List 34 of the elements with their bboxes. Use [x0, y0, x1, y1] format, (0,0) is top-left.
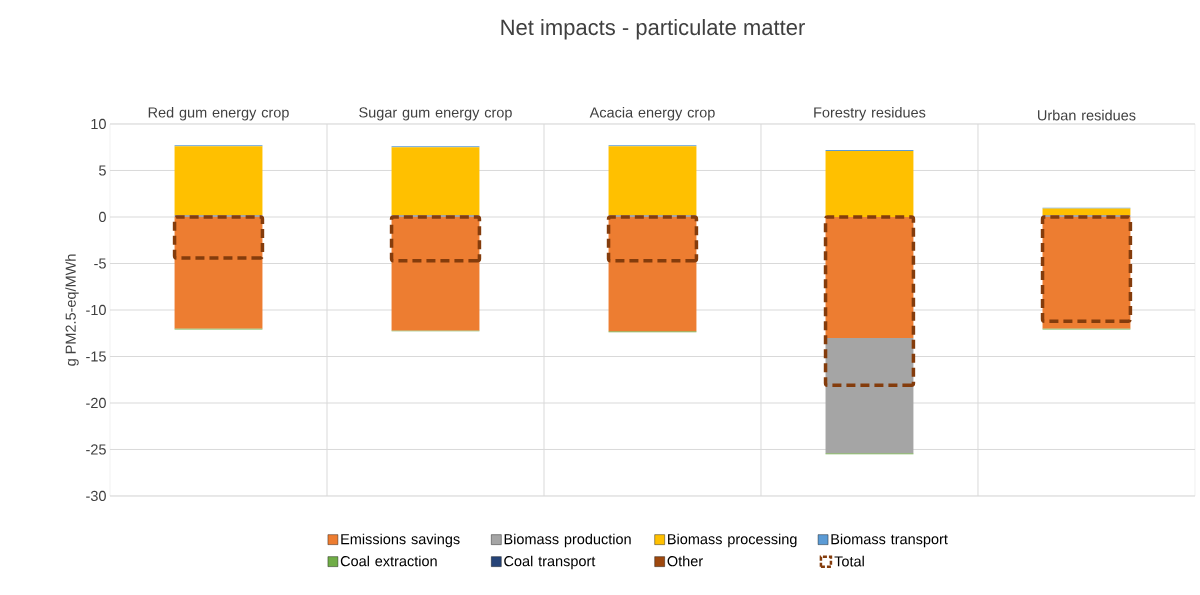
y-tick-label: -30 [86, 490, 106, 502]
bar [391, 216, 480, 331]
legend-label: Biomass production [504, 533, 631, 548]
y-tick-label: 0 [98, 211, 106, 223]
legend-label: Total [834, 555, 864, 567]
x-tick-label: Acacia energy crop [589, 106, 715, 121]
x-tick-label: Sugar gum energy crop [359, 107, 512, 121]
bar [825, 150, 914, 217]
legend-label: Biomass transport [831, 533, 948, 548]
x-tick-label: Forestry residues [814, 106, 926, 121]
bar [825, 216, 914, 338]
bar [608, 146, 697, 216]
legend-label: Coal transport [504, 555, 596, 570]
x-tick-label: Urban residues [1038, 109, 1136, 121]
bar [391, 147, 480, 216]
bar [1042, 208, 1131, 216]
y-tick-label: -15 [86, 351, 106, 362]
y-tick-label: -25 [86, 444, 106, 455]
legend-label: Other [667, 555, 703, 567]
bar [608, 216, 697, 332]
legend-label: Biomass processing [668, 533, 797, 548]
y-tick-label: 5 [99, 165, 106, 176]
y-tick-label: -20 [86, 397, 106, 409]
chart-title: Net impacts - particulate matter [501, 18, 805, 40]
bar [174, 146, 263, 216]
y-tick-label: -5 [94, 258, 106, 269]
x-tick-label: Red gum energy crop [148, 106, 289, 121]
bar [825, 337, 914, 454]
y-tick-label: 10 [91, 118, 106, 130]
y-axis-title: g PM2.5-eq/MWh [65, 254, 79, 366]
legend-label: Coal extraction [340, 555, 437, 567]
y-tick-label: -10 [86, 304, 106, 316]
bar [174, 216, 263, 329]
legend-label: Emissions savings [341, 533, 460, 548]
